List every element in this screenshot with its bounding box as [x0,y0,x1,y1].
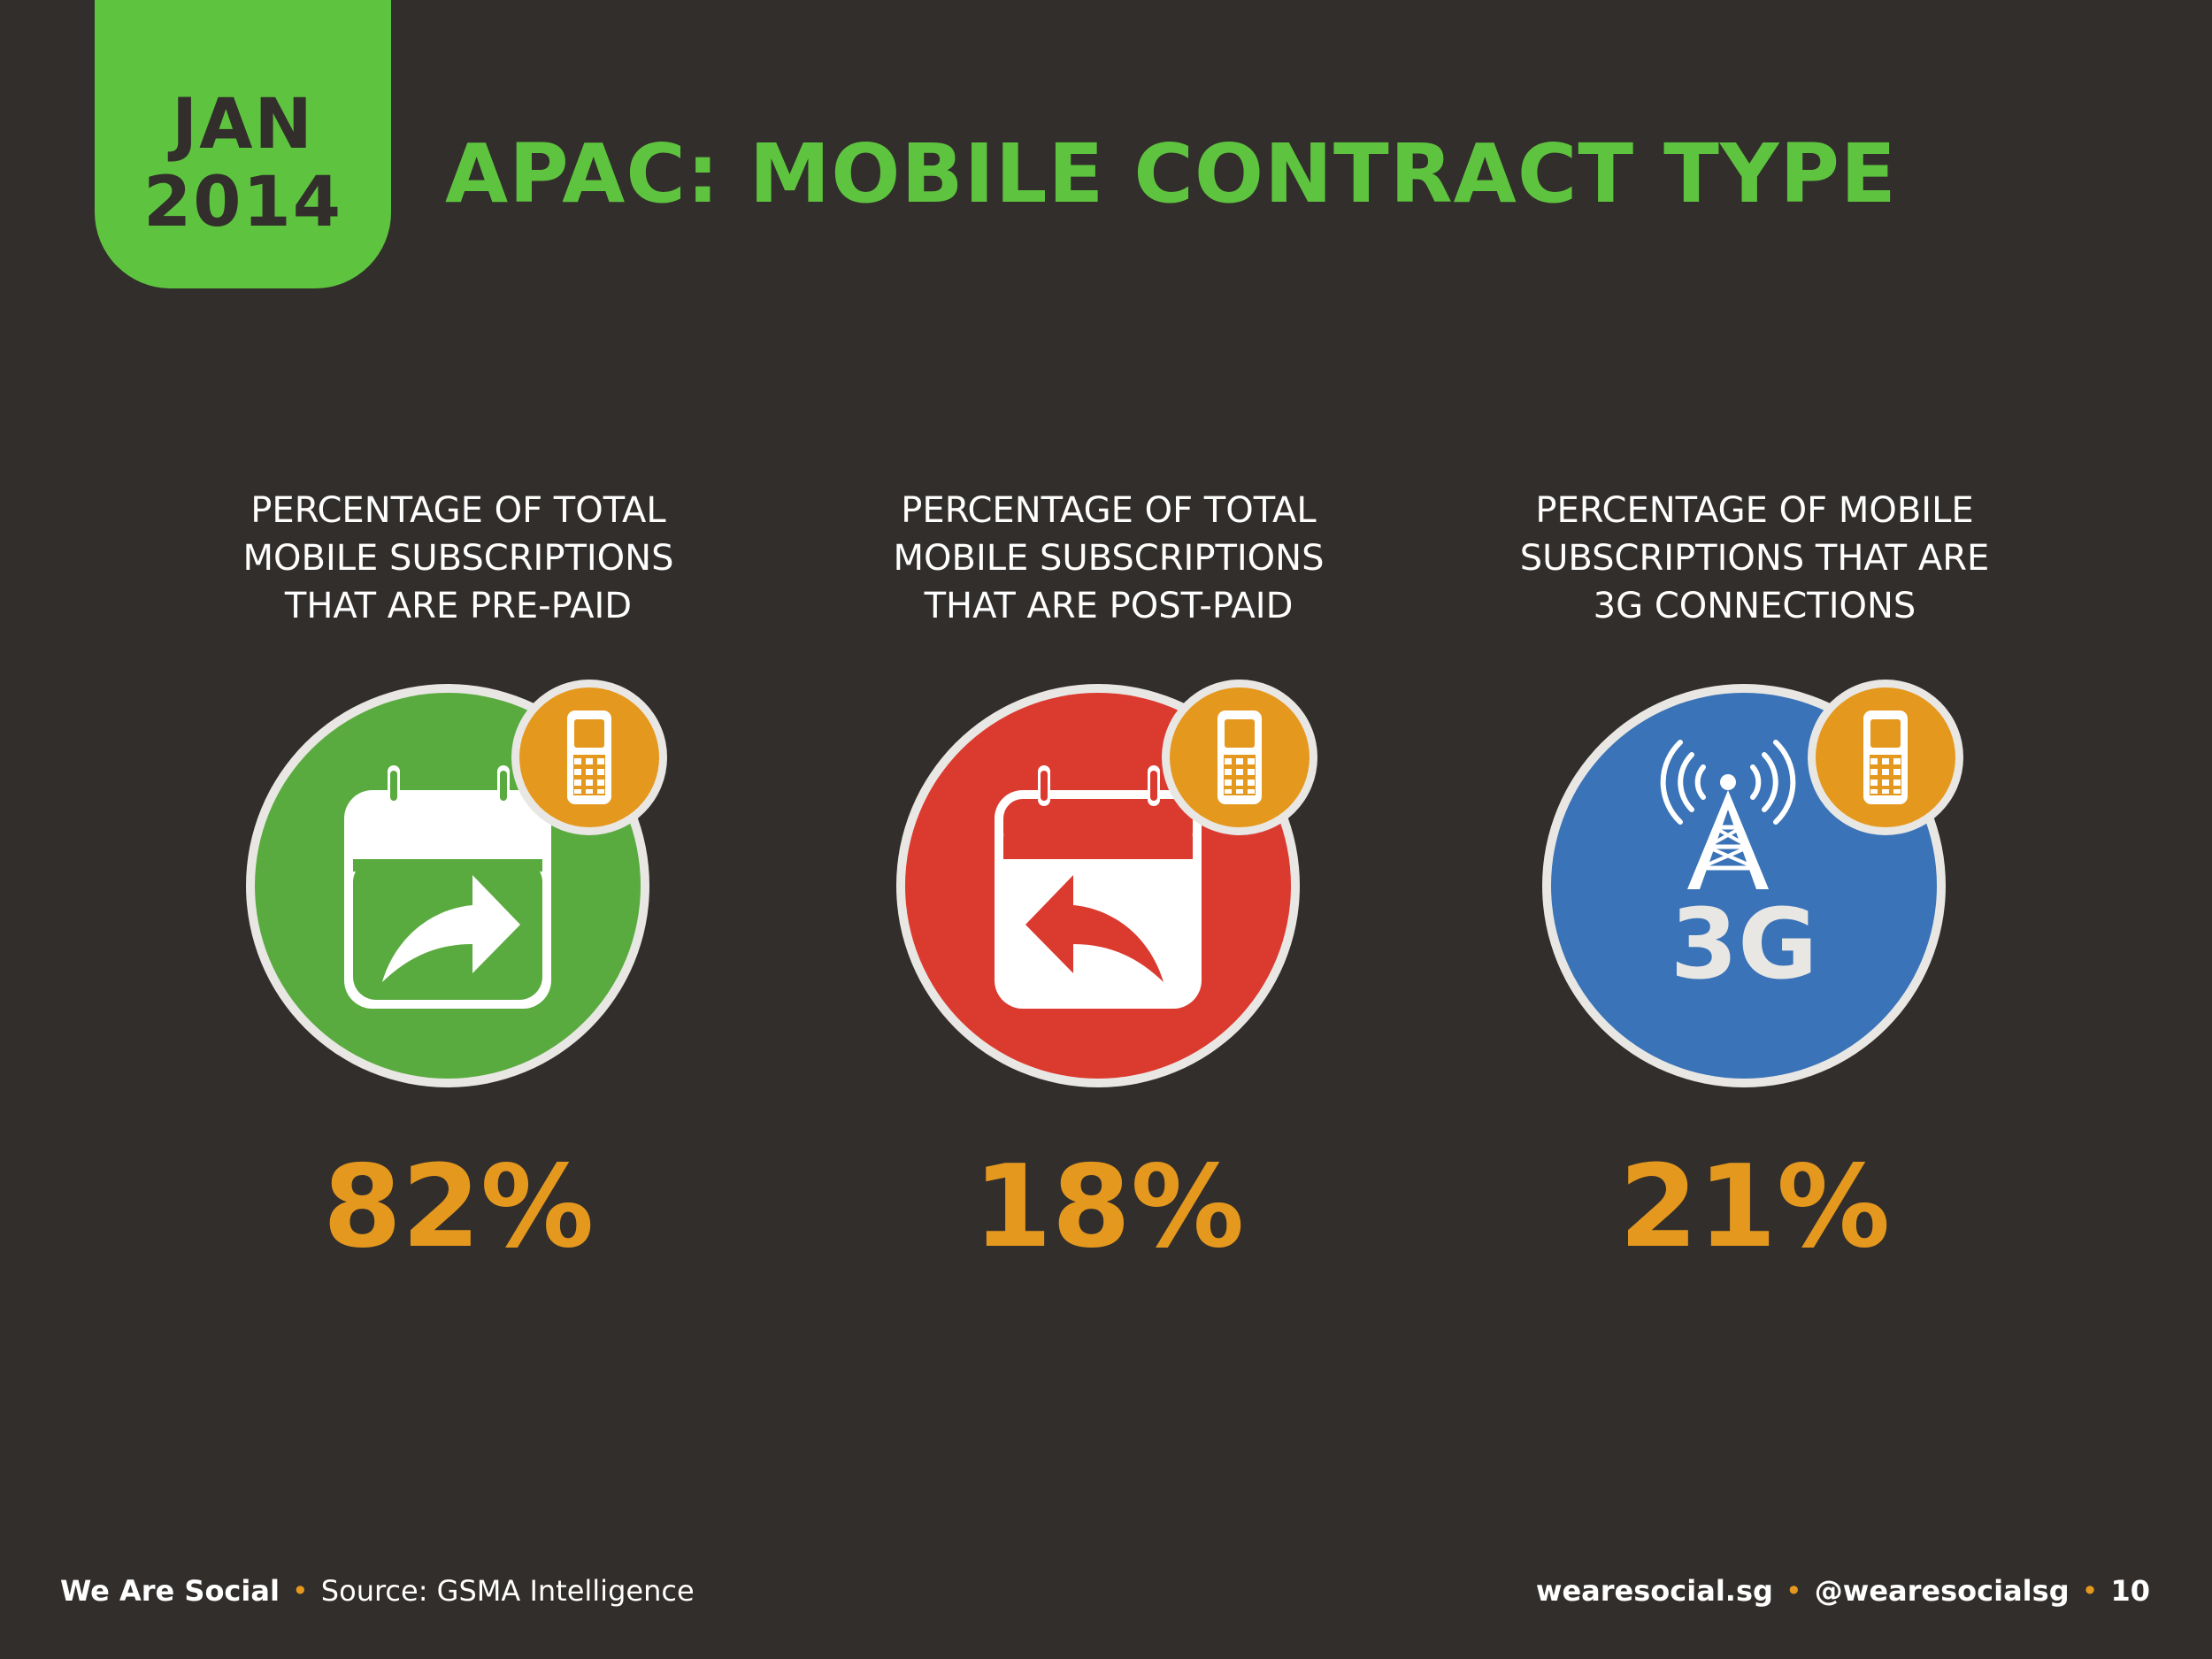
date-tab: JAN 2014 [95,0,391,288]
description-line: THAT ARE PRE-PAID [284,586,633,626]
calendar-icon [995,765,1202,1009]
3g-tower-icon: 3G [1542,677,1967,1102]
back-arrow-icon [1025,875,1164,982]
stat-description: PERCENTAGE OF TOTAL MOBILE SUBSCRIPTIONS… [826,487,1392,630]
description-line: THAT ARE POST-PAID [924,586,1294,626]
description-line: MOBILE SUBSCRIPTIONS [242,538,674,579]
stat-3g: PERCENTAGE OF MOBILE SUBSCRIPTIONS THAT … [1471,487,2038,1283]
stat-value: 18% [972,1141,1245,1273]
3g-label: 3G [1671,887,1818,1001]
social-handle[interactable]: @wearesocialsg [1814,1574,2070,1608]
description-line: SUBSCRIPTIONS THAT ARE [1519,538,1990,579]
forward-arrow-icon [382,875,520,982]
source-text: Source: GSMA Intelligence [320,1574,695,1608]
stat-description: PERCENTAGE OF MOBILE SUBSCRIPTIONS THAT … [1471,487,2038,630]
description-line: 3G CONNECTIONS [1593,586,1916,626]
calendar-icon [344,765,551,1009]
separator-dot: • [2081,1574,2099,1608]
description-line: PERCENTAGE OF TOTAL [250,490,666,531]
calendar-back-arrow-icon [896,677,1321,1102]
date-month: JAN [172,85,314,165]
footer-right: wearesocial.sg • @wearesocialsg • 10 [1536,1568,2150,1614]
separator-dot: • [291,1574,309,1608]
mobile-phone-icon [1808,680,1963,835]
stat-value: 82% [322,1141,595,1273]
stat-prepaid: PERCENTAGE OF TOTAL MOBILE SUBSCRIPTIONS… [175,487,741,1283]
page-number: 10 [2110,1574,2150,1608]
stat-value: 21% [1618,1141,1891,1273]
description-line: PERCENTAGE OF TOTAL [901,490,1317,531]
date-year: 2014 [142,163,343,242]
page-title: APAC: MOBILE CONTRACT TYPE [445,127,1897,221]
website-link[interactable]: wearesocial.sg [1535,1574,1773,1608]
description-line: MOBILE SUBSCRIPTIONS [893,538,1325,579]
mobile-phone-icon [1162,680,1317,835]
brand-name: We Are Social [60,1574,280,1608]
stat-postpaid: PERCENTAGE OF TOTAL MOBILE SUBSCRIPTIONS… [826,487,1392,1283]
separator-dot: • [1785,1574,1802,1608]
mobile-phone-icon [511,680,667,835]
signal-tower-icon [1660,740,1796,889]
footer-left: We Are Social • Source: GSMA Intelligence [60,1568,695,1614]
calendar-forward-arrow-icon [246,677,671,1102]
description-line: PERCENTAGE OF MOBILE [1535,490,1974,531]
stat-description: PERCENTAGE OF TOTAL MOBILE SUBSCRIPTIONS… [175,487,741,630]
